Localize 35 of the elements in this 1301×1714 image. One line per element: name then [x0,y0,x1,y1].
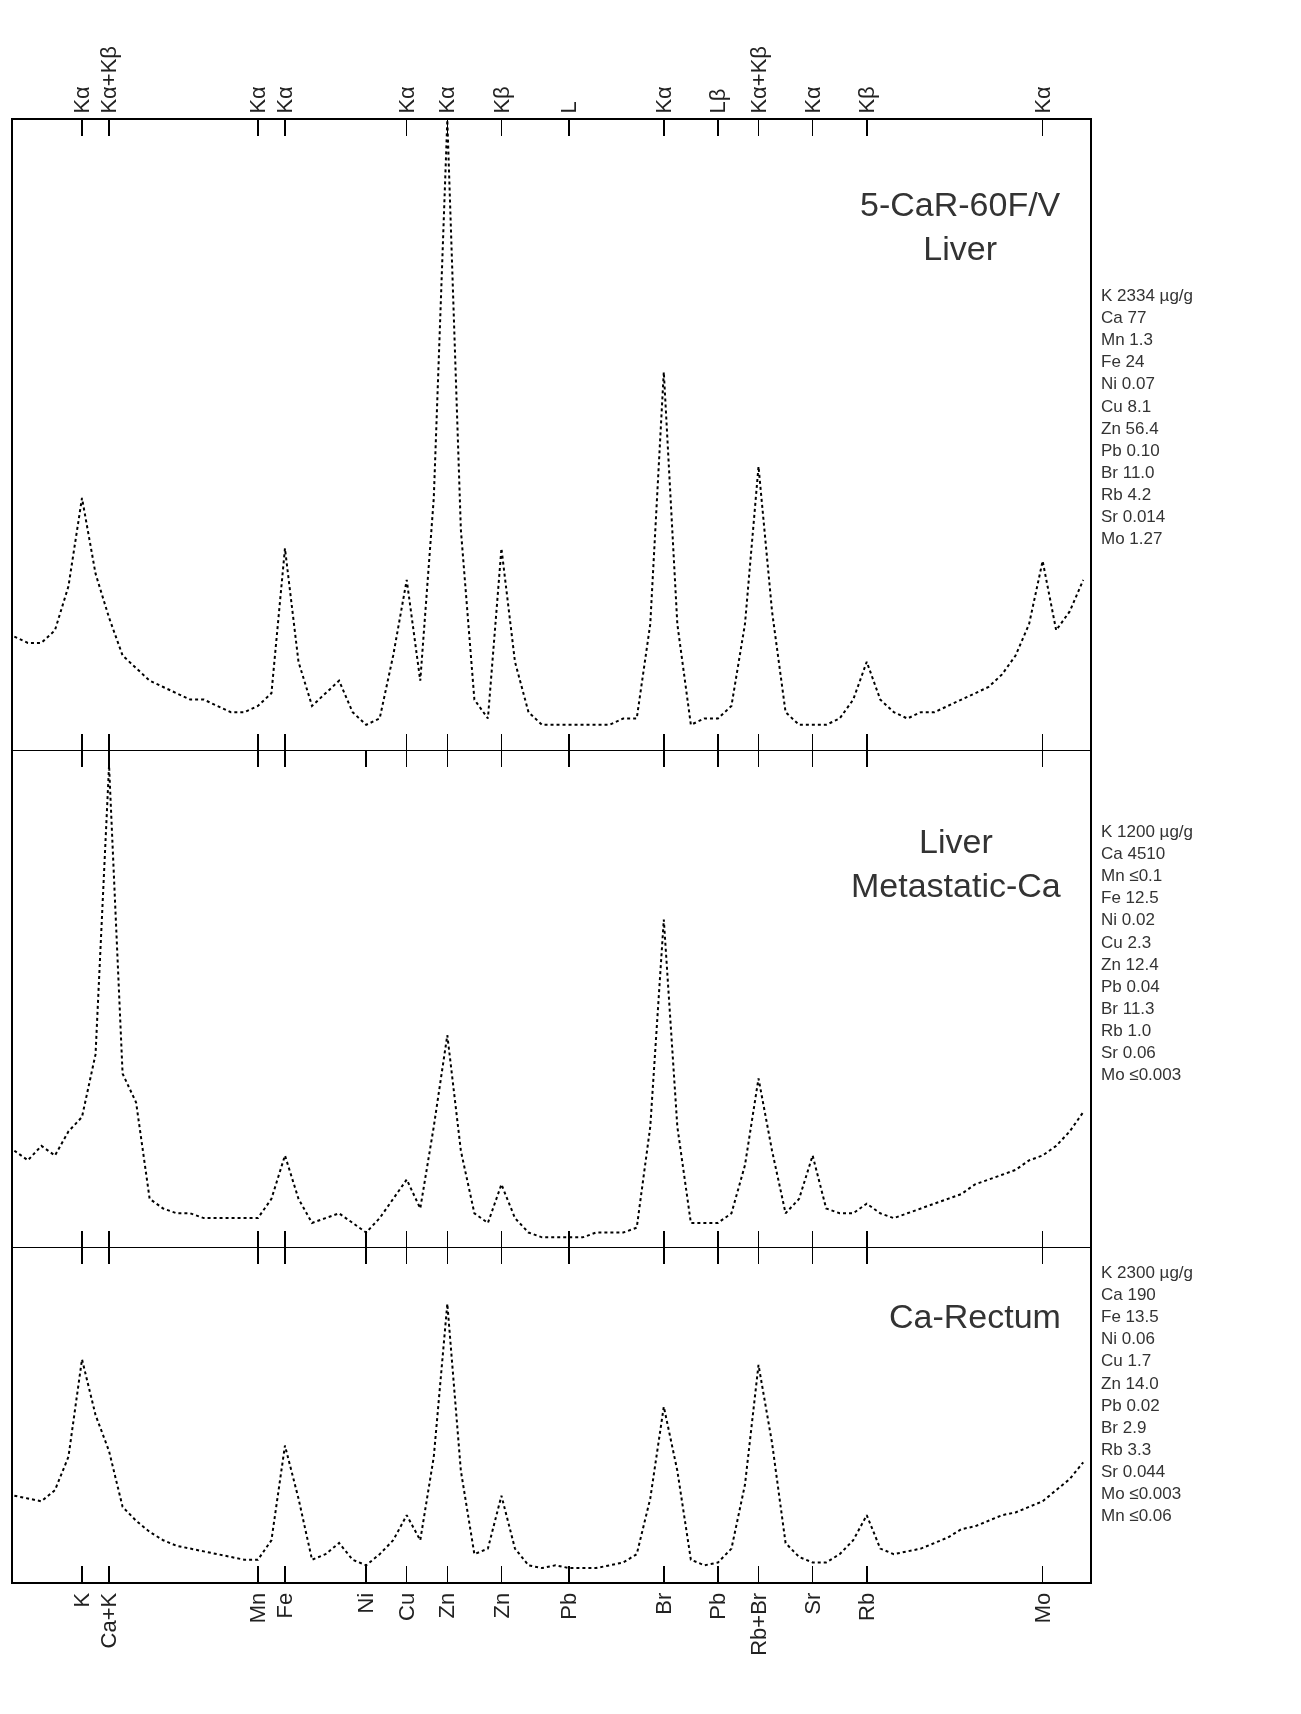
x-tick-label: Kα [69,85,95,114]
x-tick-label: Kα+Kβ [745,46,771,114]
x-tick-label: Cu [393,1592,419,1621]
x-tick-label: Zn [488,1592,514,1619]
x-tick-label: Rb [853,1592,879,1621]
x-tick-label: K [69,1592,95,1608]
x-tick-label: Mn [245,1592,271,1624]
x-tick-label: L [556,101,582,114]
text: K 2300 µg/g Ca 190 Fe 13.5 Ni 0.06 Cu 1.7 Zn 14.0 Pb 0.02 Br 2.9 Rb 3.3 Sr 0.044 Mo ≤0.003 Mn ≤0.06 [1101,1263,1194,1526]
x-tick-label: Rb+Br [745,1592,771,1656]
x-tick-label: Kα [393,85,419,114]
text: Liver Metastatic-Ca [851,822,1061,905]
x-tick-label: Kα [650,85,676,114]
text: K 1200 µg/g Ca 4510 Mn ≤0.1 Fe 12.5 Ni 0.02 Cu 2.3 Zn 12.4 Pb 0.04 Br 11.3 Rb 1.0 Sr 0.06 Mo ≤0.003 [1101,822,1194,1085]
x-tick-label: Kα [245,85,271,114]
text: 5-CaR-60F/V Liver [860,185,1061,268]
x-tick-label: Kβ [488,86,514,114]
x-tick-label: Kα [1029,85,1055,114]
x-tick-label: Kα [272,85,298,114]
x-tick-label: Pb [556,1592,582,1620]
x-tick-label: Kα [434,85,460,114]
x-tick-label: Kα [799,85,825,114]
x-tick-label: Kα+Kβ [96,46,122,114]
x-tick-label: Kβ [853,86,879,114]
x-tick-label: Pb [705,1592,731,1620]
x-tick-label: Sr [799,1592,825,1615]
x-tick-label: Zn [434,1592,460,1619]
text: K 2334 µg/g Ca 77 Mn 1.3 Fe 24 Ni 0.07 Cu 8.1 Zn 56.4 Pb 0.10 Br 11.0 Rb 4.2 Sr 0.014 Mo 1.27 [1101,286,1194,549]
x-tick-label: Br [650,1592,676,1615]
chart-title: Ca-Rectum [889,1297,1061,1335]
x-tick-label: Fe [272,1592,298,1619]
x-tick-label: Ca+K [96,1592,122,1649]
x-tick-label: Mo [1029,1592,1055,1624]
x-tick-label: Lβ [705,88,731,114]
x-tick-label: Ni [353,1592,379,1614]
